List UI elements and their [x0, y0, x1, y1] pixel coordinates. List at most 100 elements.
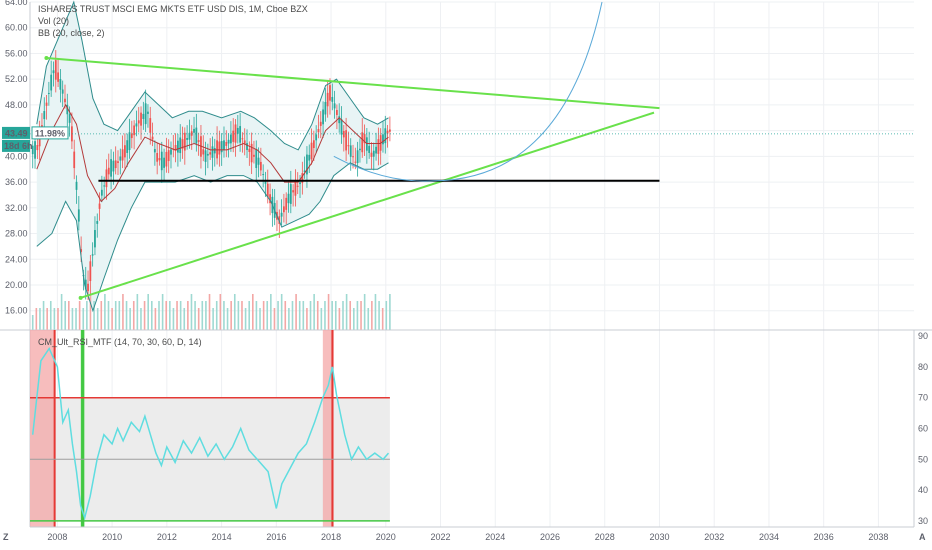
candle-body	[209, 152, 212, 155]
x-tick-label: 2034	[759, 532, 779, 542]
y-tick-label: 60.00	[5, 23, 28, 33]
candle-body	[160, 151, 163, 171]
bollinger-middle-line	[36, 103, 389, 203]
volume-bar	[212, 308, 214, 330]
candle-body	[386, 130, 389, 134]
candle-body	[47, 92, 50, 94]
candle-body	[356, 150, 359, 164]
volume-bar	[331, 301, 333, 330]
volume-bar	[367, 308, 370, 330]
volume-bar	[284, 301, 287, 330]
candle-body	[142, 113, 145, 119]
candle-body	[128, 132, 131, 151]
volume-bar	[273, 308, 276, 330]
volume-bar	[60, 294, 63, 330]
candle-body	[36, 145, 39, 151]
volume-bar	[136, 294, 139, 330]
volume-bar	[78, 301, 81, 330]
candle-body	[107, 167, 110, 175]
volume-bar	[313, 294, 315, 330]
volume-bar	[140, 308, 142, 330]
volume-bar	[93, 301, 95, 330]
candle-body	[179, 137, 182, 154]
volume-bar	[118, 301, 121, 330]
candle-body	[197, 140, 200, 142]
x-tick-label: 2026	[540, 532, 560, 542]
volume-bar	[68, 301, 70, 330]
volume-bar	[86, 301, 88, 330]
volume-bar	[57, 308, 59, 330]
x-tick-label: 2022	[431, 532, 451, 542]
change-badge-bg	[31, 126, 69, 140]
candle-body	[64, 98, 66, 103]
volume-bar	[280, 294, 283, 330]
volume-bar	[371, 301, 373, 330]
volume-bar	[385, 301, 388, 330]
volume-bar	[187, 301, 189, 330]
volume-bar	[143, 301, 146, 330]
candle-body	[335, 110, 338, 115]
candle-body	[50, 74, 53, 91]
candle-body	[248, 148, 251, 152]
candle-body	[193, 128, 195, 133]
candle-body	[59, 79, 62, 90]
x-tick-label: 2008	[47, 532, 67, 542]
volume-bar	[298, 301, 301, 330]
candle-body	[181, 139, 184, 149]
volume-bar	[46, 308, 48, 330]
y-tick-label: 36.00	[5, 177, 28, 187]
candle-body	[329, 85, 331, 101]
candle-body	[359, 148, 361, 151]
candle-body	[301, 173, 304, 183]
candle-body	[213, 148, 216, 154]
candle-body	[243, 140, 246, 145]
candle-body	[352, 156, 354, 158]
volume-bar	[262, 301, 265, 330]
candle-body	[54, 60, 57, 80]
countdown-badge-label: 18d 6h	[4, 141, 33, 151]
candle-body	[130, 133, 133, 139]
volume-bar	[194, 301, 196, 330]
candle-body	[255, 148, 258, 169]
volume-bar	[169, 301, 171, 330]
bollinger-lower-line	[36, 162, 389, 313]
trendline-0[interactable]	[46, 56, 660, 110]
rsi-title: CM_Ult_RSI_MTF (14, 70, 30, 60, D, 14)	[38, 337, 202, 347]
rsi-y-tick-label: 90	[918, 331, 928, 341]
candle-body	[195, 127, 198, 144]
volume-bar	[288, 308, 290, 330]
candle-body	[147, 111, 149, 114]
candle-body	[149, 118, 152, 133]
arc-drawing[interactable]	[333, 1, 603, 182]
candle-body	[135, 123, 138, 127]
trendline-anchor[interactable]	[78, 295, 83, 300]
candle-body	[87, 283, 89, 292]
volume-bar	[237, 301, 240, 330]
volume-bar	[259, 308, 261, 330]
candle-body	[280, 212, 283, 217]
volume-bar	[125, 301, 128, 330]
candle-body	[312, 140, 315, 149]
volume-bar	[89, 294, 92, 330]
candle-body	[174, 145, 177, 151]
volume-bar	[111, 308, 113, 330]
trendline-anchor[interactable]	[44, 55, 49, 60]
volume-bar	[378, 301, 380, 330]
candle-body	[269, 194, 271, 204]
volume-bar	[338, 308, 341, 330]
candle-body	[253, 154, 255, 157]
price-badge-label: 43.49	[5, 128, 28, 138]
countdown-badge-bg	[2, 139, 30, 152]
trendline-1[interactable]	[80, 111, 655, 299]
candle-body	[80, 249, 83, 252]
x-tick-label: 2030	[649, 532, 669, 542]
volume-bar	[241, 301, 243, 330]
volume-bar	[205, 301, 207, 330]
volume-bar	[215, 301, 218, 330]
candle-body	[34, 141, 36, 159]
volume-bar	[327, 294, 330, 330]
candle-body	[324, 101, 327, 115]
candle-body	[61, 89, 64, 94]
candle-body	[250, 143, 253, 163]
